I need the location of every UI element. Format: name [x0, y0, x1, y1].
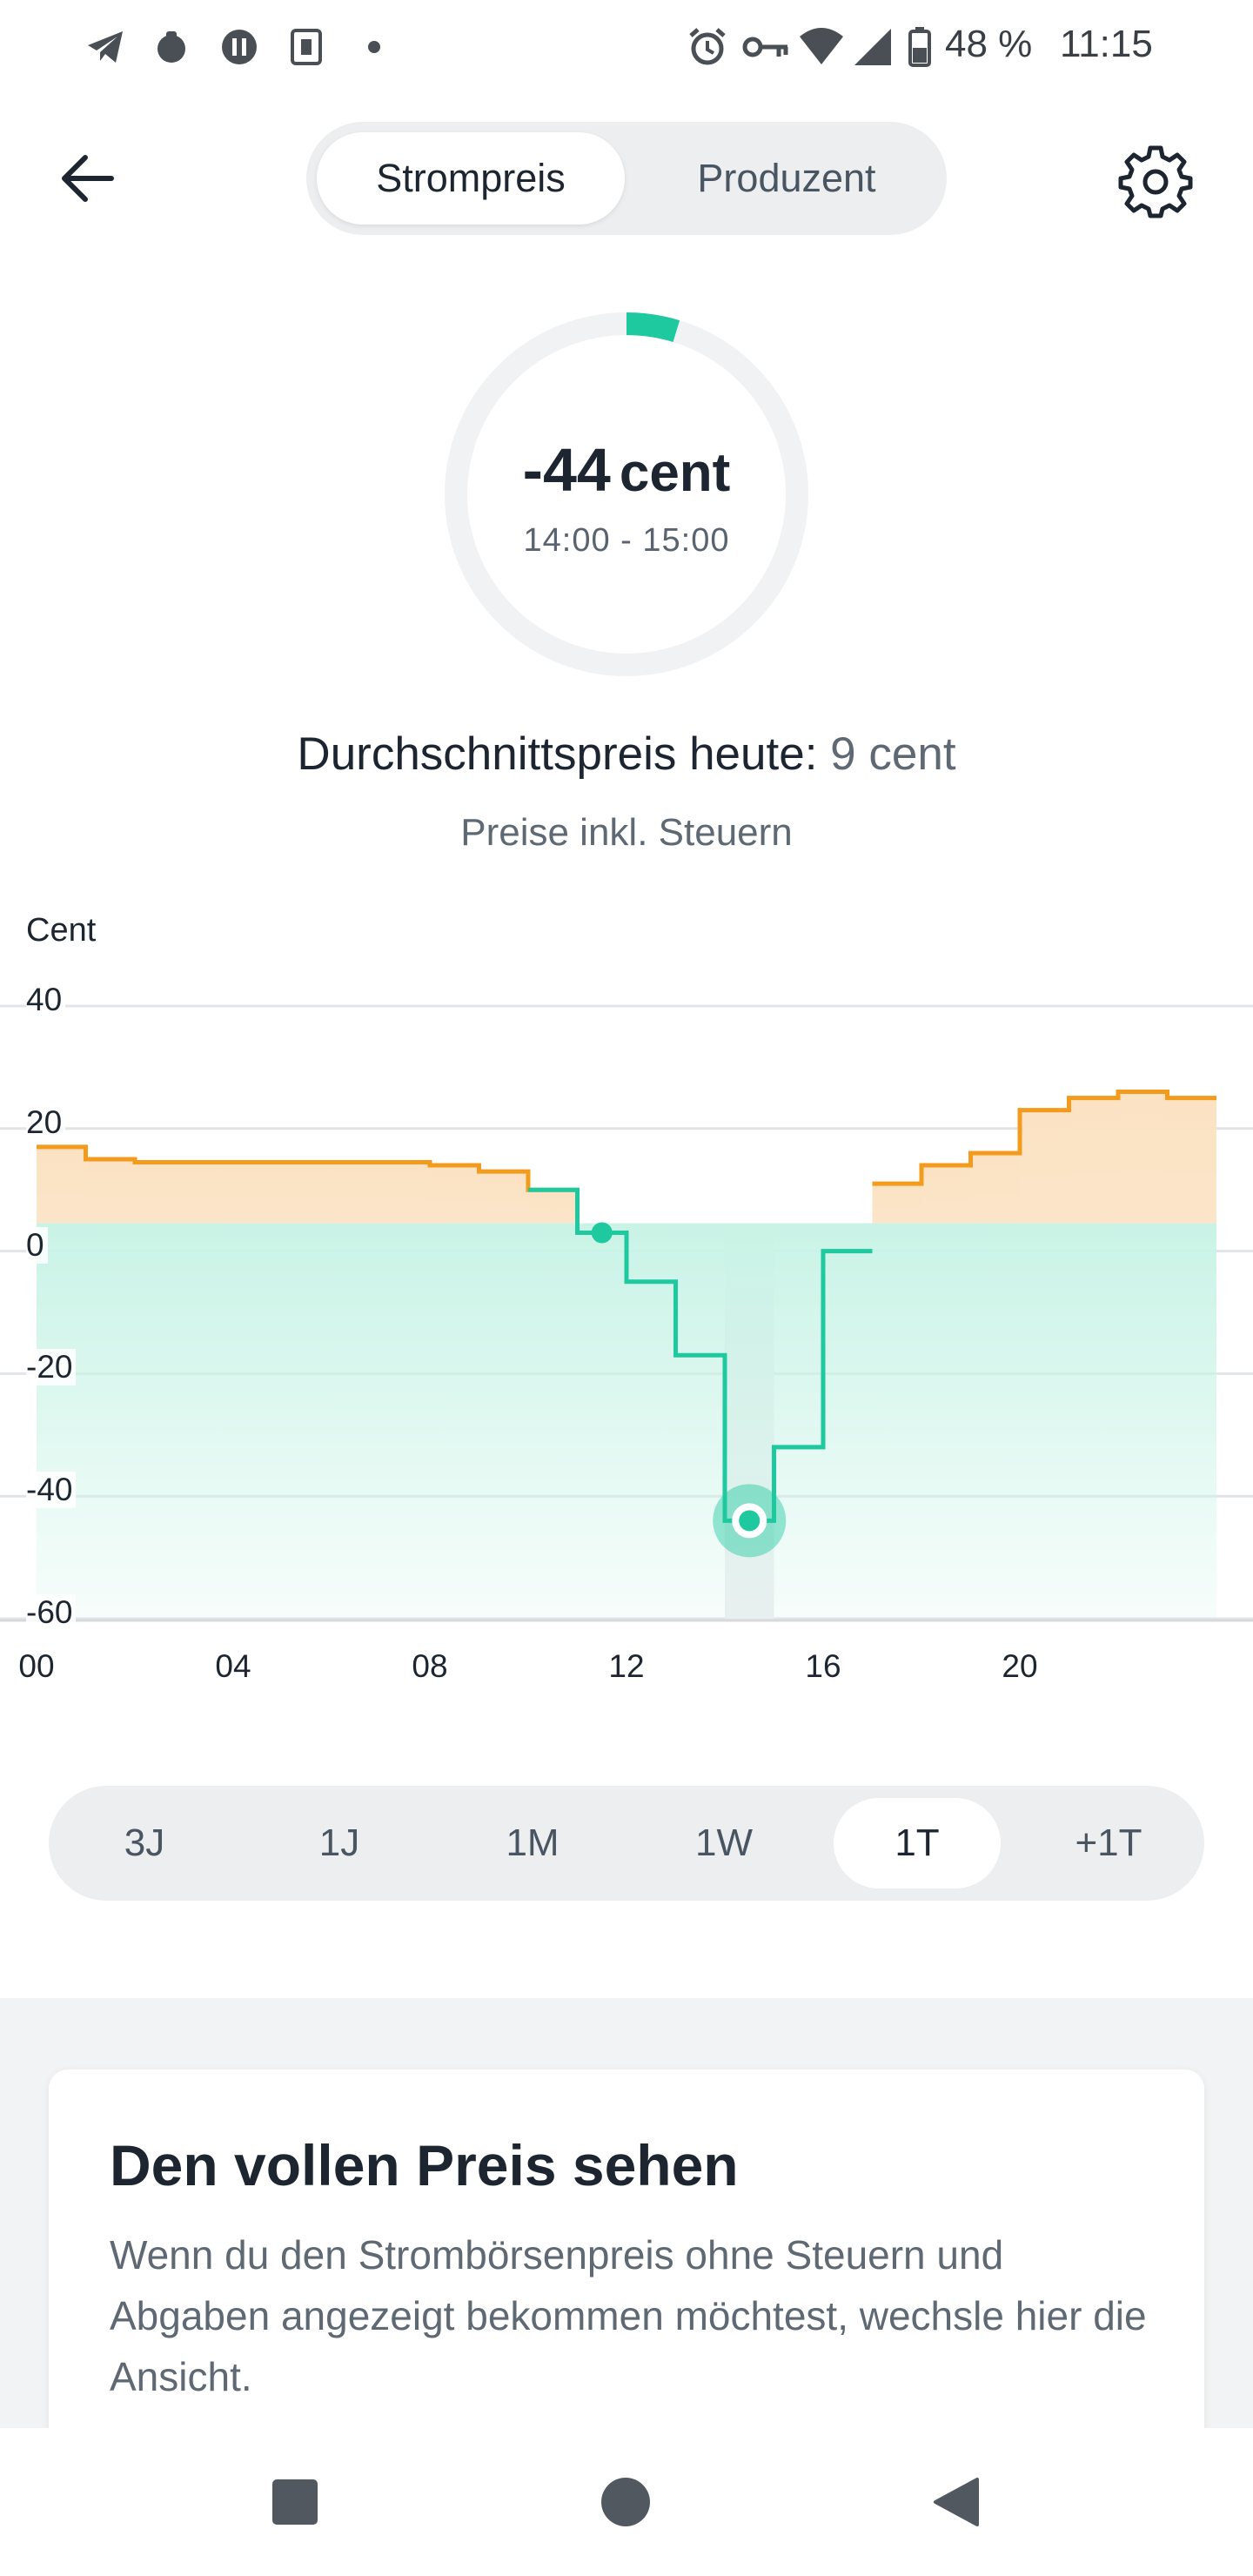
- area-segment-positive: [872, 1184, 921, 1224]
- app-icon: [218, 26, 261, 68]
- chart-y-axis-label: Cent: [26, 912, 97, 949]
- y-tick-label: 20: [26, 1104, 66, 1141]
- range-option-plus-1t[interactable]: +1T: [1075, 1821, 1142, 1864]
- y-tick-label: 40: [26, 982, 66, 1018]
- card-text: Wenn du den Strombörsenpreis ohne Steuer…: [110, 2232, 1147, 2399]
- current-price-value: -44: [522, 436, 611, 504]
- home-button[interactable]: [595, 2472, 656, 2532]
- y-tick-label: -20: [26, 1349, 77, 1386]
- average-price: Durchschnittspreis heute: 9 cent: [0, 728, 1253, 781]
- range-option-1w[interactable]: 1W: [695, 1821, 753, 1864]
- price-line-positive: [872, 1090, 1216, 1186]
- area-segment-positive: [37, 1146, 86, 1224]
- average-price-value: 9 cent: [830, 728, 956, 780]
- area-segment-positive: [332, 1162, 381, 1224]
- x-tick-label: 16: [805, 1648, 841, 1684]
- range-option-1j[interactable]: 1J: [318, 1821, 360, 1864]
- alarm-icon: [686, 26, 729, 68]
- area-segment-positive: [1167, 1097, 1216, 1224]
- tab-strompreis[interactable]: Strompreis: [317, 132, 625, 225]
- area-segment-positive: [135, 1162, 184, 1224]
- price-line-negative: [528, 1187, 873, 1523]
- battery-percent: 48 %: [945, 23, 1033, 65]
- selected-point[interactable]: [739, 1510, 761, 1532]
- recents-square-icon: [272, 2479, 318, 2525]
- area-segment-positive: [430, 1165, 479, 1224]
- range-option-1t[interactable]: 1T: [834, 1798, 1001, 1888]
- y-tick-label: 0: [26, 1226, 48, 1264]
- back-button[interactable]: [44, 139, 131, 218]
- area-segment-positive: [380, 1162, 430, 1224]
- gauge-progress-arc: [626, 312, 680, 343]
- time-range-selector: 3J 1J 1M 1W 1T +1T: [49, 1786, 1204, 1901]
- telegram-icon: [84, 26, 127, 68]
- tab-produzent[interactable]: Produzent: [697, 156, 876, 200]
- range-option-3j[interactable]: 3J: [124, 1821, 165, 1864]
- app-icon: [150, 26, 193, 68]
- price-line-positive: [37, 1144, 578, 1192]
- x-tick-label: 12: [608, 1648, 645, 1684]
- card-title: Den vollen Preis sehen: [110, 2133, 739, 2197]
- wifi-icon: [797, 26, 846, 68]
- gear-icon: [1118, 145, 1193, 218]
- area-segment-positive: [970, 1152, 1020, 1224]
- average-price-label: Durchschnittspreis heute:: [297, 728, 818, 780]
- signal-icon: [851, 26, 895, 68]
- range-option-1m[interactable]: 1M: [506, 1821, 559, 1864]
- current-price-unit: cent: [619, 443, 731, 503]
- home-circle-icon: [601, 2478, 650, 2526]
- area-segment-positive: [1069, 1097, 1118, 1224]
- area-segment-positive: [184, 1162, 233, 1224]
- status-bar: 48 % 11:15: [0, 0, 1253, 96]
- area-segment-positive: [85, 1159, 135, 1224]
- area-segment-positive: [479, 1171, 528, 1224]
- current-hour-marker: [591, 1222, 613, 1244]
- x-tick-label: 00: [18, 1648, 55, 1684]
- area-segment-positive: [1020, 1110, 1069, 1224]
- x-tick-label: 04: [215, 1648, 251, 1684]
- current-time-range: 14:00 - 15:00: [523, 522, 730, 559]
- battery-icon: [905, 26, 935, 68]
- area-segment-positive: [921, 1165, 971, 1224]
- x-tick-label: 20: [1002, 1648, 1038, 1684]
- vpn-key-icon: [741, 26, 790, 68]
- x-tick-label: 08: [412, 1648, 448, 1684]
- tax-note: Preise inkl. Steuern: [460, 811, 793, 854]
- view-segmented-control: Strompreis Produzent: [306, 122, 947, 235]
- arrow-left-icon: [62, 155, 114, 202]
- app-icon: [287, 26, 325, 68]
- dot-icon: [365, 26, 383, 68]
- current-price: -44 cent: [444, 435, 809, 505]
- price-chart[interactable]: [0, 957, 1253, 1645]
- settings-button[interactable]: [1105, 131, 1206, 231]
- area-segment-positive: [1118, 1091, 1168, 1224]
- area-segment-positive: [282, 1162, 332, 1224]
- area-segment-positive: [528, 1190, 578, 1224]
- y-tick-label: -40: [26, 1472, 77, 1509]
- system-back-button[interactable]: [926, 2472, 987, 2532]
- recents-button[interactable]: [265, 2472, 325, 2532]
- clock: 11:15: [1060, 23, 1153, 65]
- area-negative: [37, 1223, 1216, 1619]
- price-gauge: [445, 312, 808, 676]
- full-price-card[interactable]: [49, 2070, 1204, 2452]
- y-tick-label: -60: [26, 1594, 77, 1631]
- back-triangle-icon: [934, 2478, 979, 2526]
- area-segment-positive: [233, 1162, 283, 1224]
